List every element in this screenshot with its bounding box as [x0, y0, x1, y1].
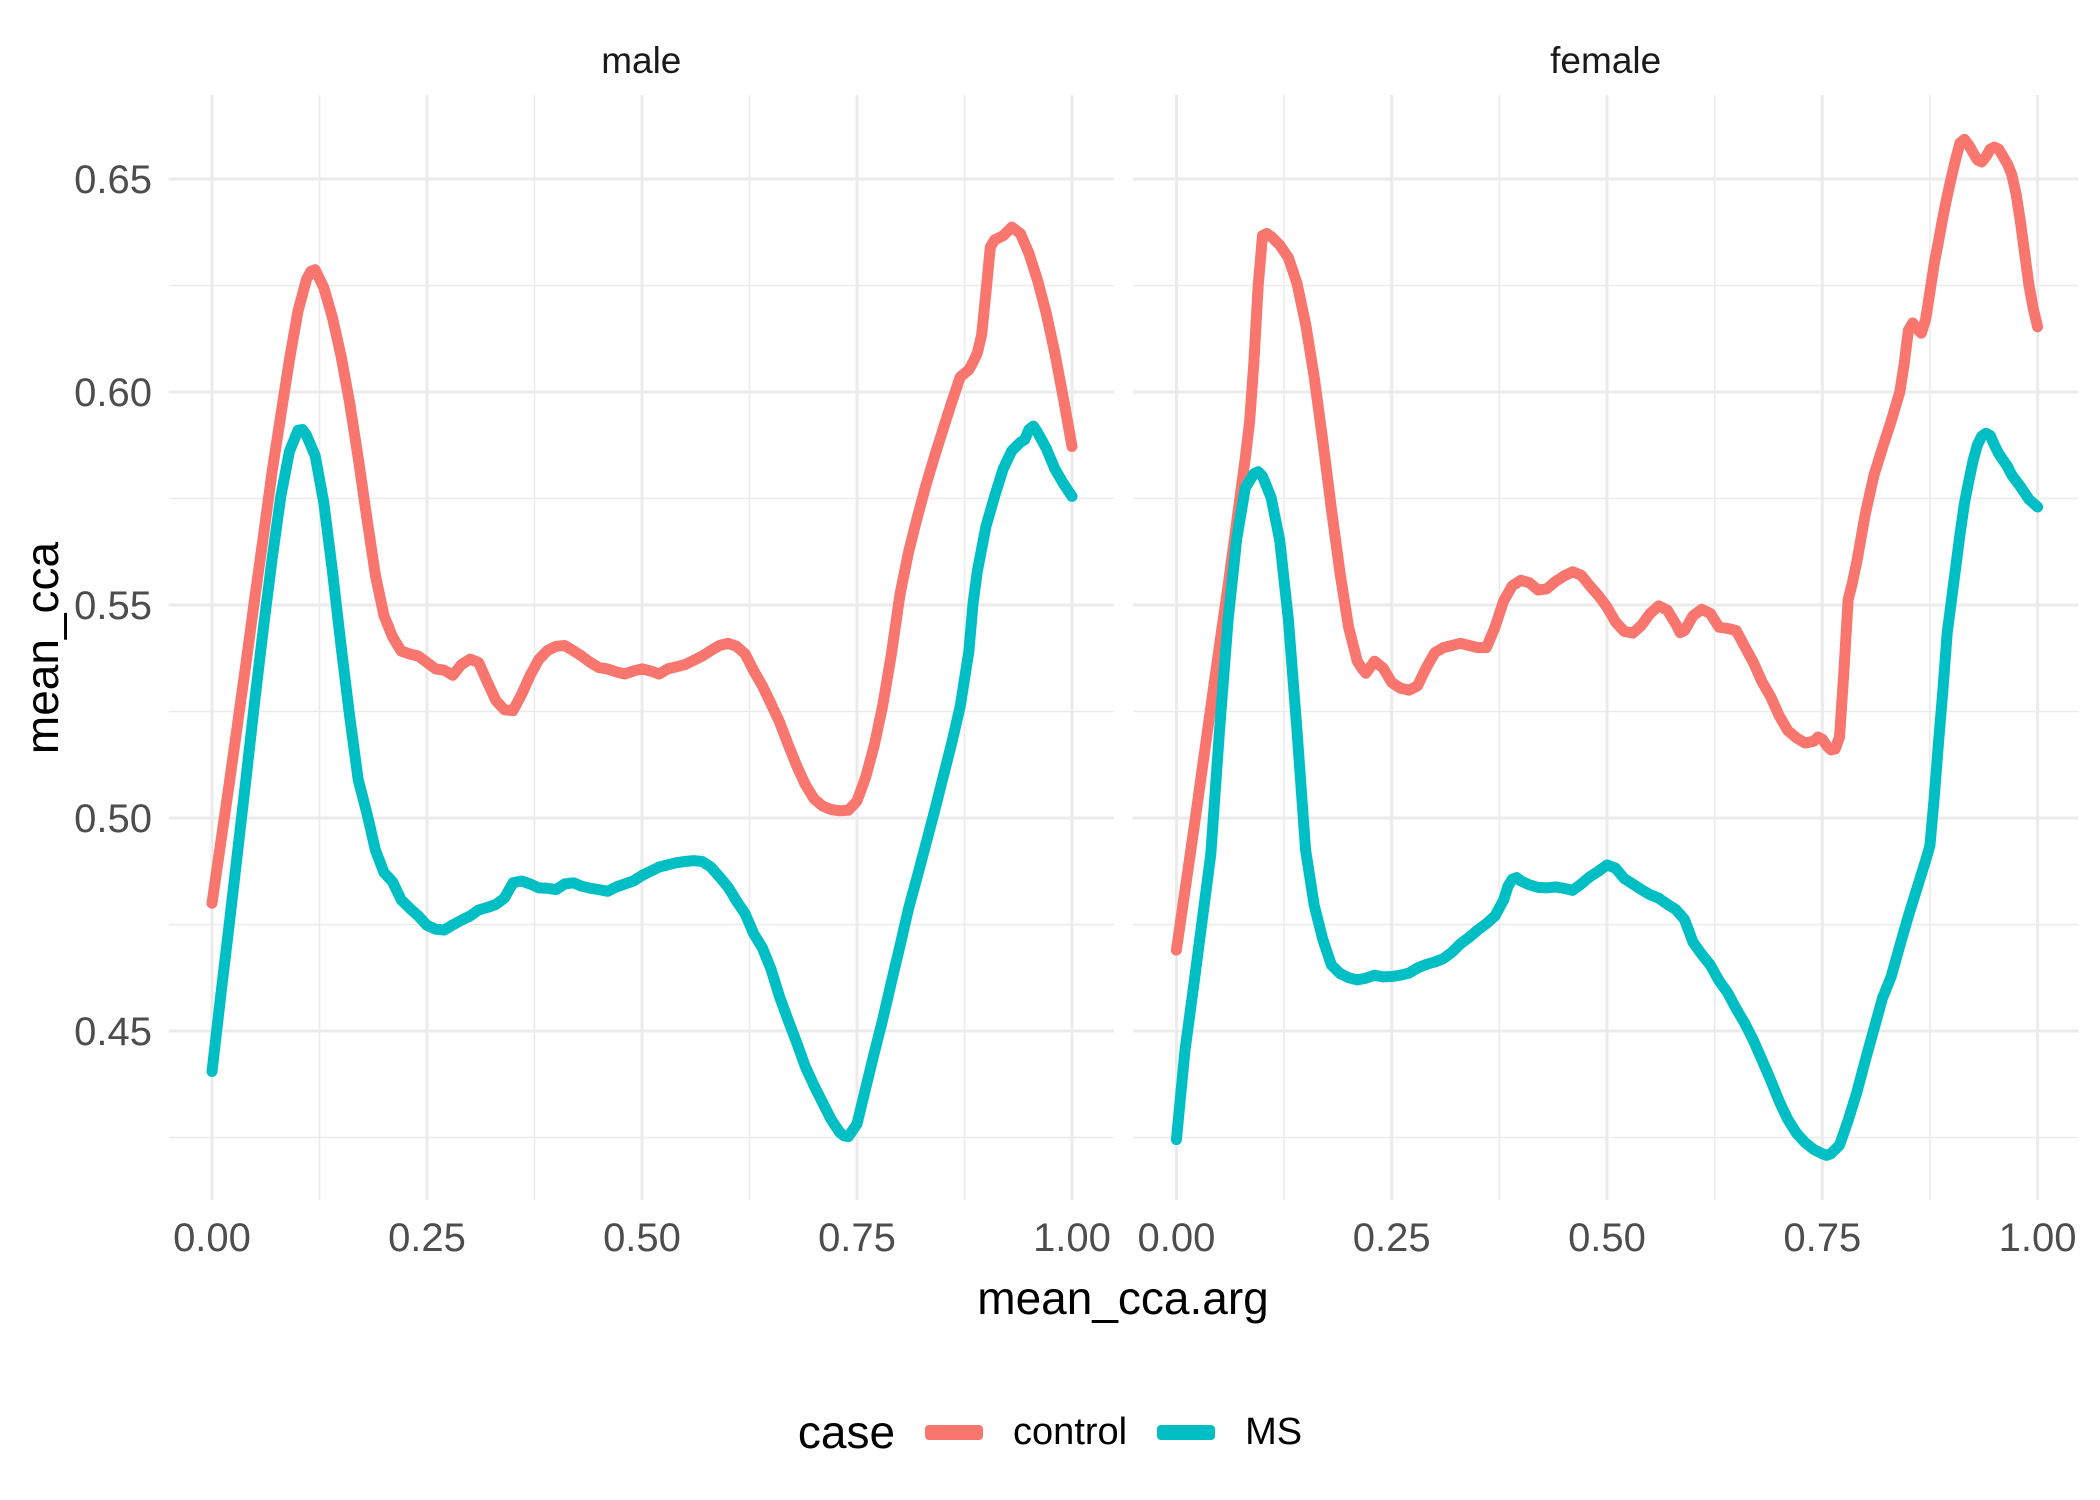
- y-tick-label: 0.50: [74, 797, 152, 841]
- y-tick-label: 0.65: [74, 158, 152, 202]
- legend-label: control: [1013, 1410, 1128, 1453]
- x-tick-label: 0.25: [1353, 1216, 1431, 1260]
- legend: case control MS: [0, 1404, 2100, 1460]
- x-tick-label: 1.00: [1033, 1216, 1111, 1260]
- x-tick-label: 0.00: [173, 1216, 251, 1260]
- y-axis-title: mean_cca: [16, 541, 68, 755]
- y-tick-label: 0.60: [74, 371, 152, 415]
- x-tick-label: 0.00: [1137, 1216, 1215, 1260]
- legend-item-MS: MS: [1157, 1411, 1302, 1454]
- series-line-control-male: [206, 221, 1078, 909]
- x-tick-label: 0.75: [1783, 1216, 1861, 1260]
- x-tick-label: 0.75: [818, 1216, 896, 1260]
- x-axis-title: mean_cca.arg: [977, 1272, 1269, 1324]
- legend-title: case: [797, 1406, 896, 1458]
- x-tick-label: 1.00: [1999, 1216, 2077, 1260]
- x-tick-label: 0.50: [603, 1216, 681, 1260]
- legend-item-control: control: [925, 1411, 1127, 1454]
- series-line-control-female: [1170, 133, 2044, 956]
- legend-label: MS: [1245, 1410, 1303, 1453]
- facet-label-female: female: [1550, 40, 1661, 81]
- series-line-MS-male: [206, 420, 1078, 1143]
- series-line-MS-female: [1170, 427, 2044, 1161]
- facet-label-male: male: [601, 40, 681, 81]
- panel-male: male 0.00 0.25 0.50 0.75 1.00: [168, 40, 1114, 1260]
- legend-key-icon: [925, 1424, 984, 1440]
- panel-female: female 0.00 0.25 0.50 0.75 1.00: [1133, 40, 2079, 1260]
- x-tick-label: 0.25: [388, 1216, 466, 1260]
- x-tick-label: 0.50: [1568, 1216, 1646, 1260]
- y-tick-label: 0.55: [74, 584, 152, 628]
- y-tick-label: 0.45: [74, 1010, 152, 1054]
- legend-key-icon: [1157, 1424, 1216, 1440]
